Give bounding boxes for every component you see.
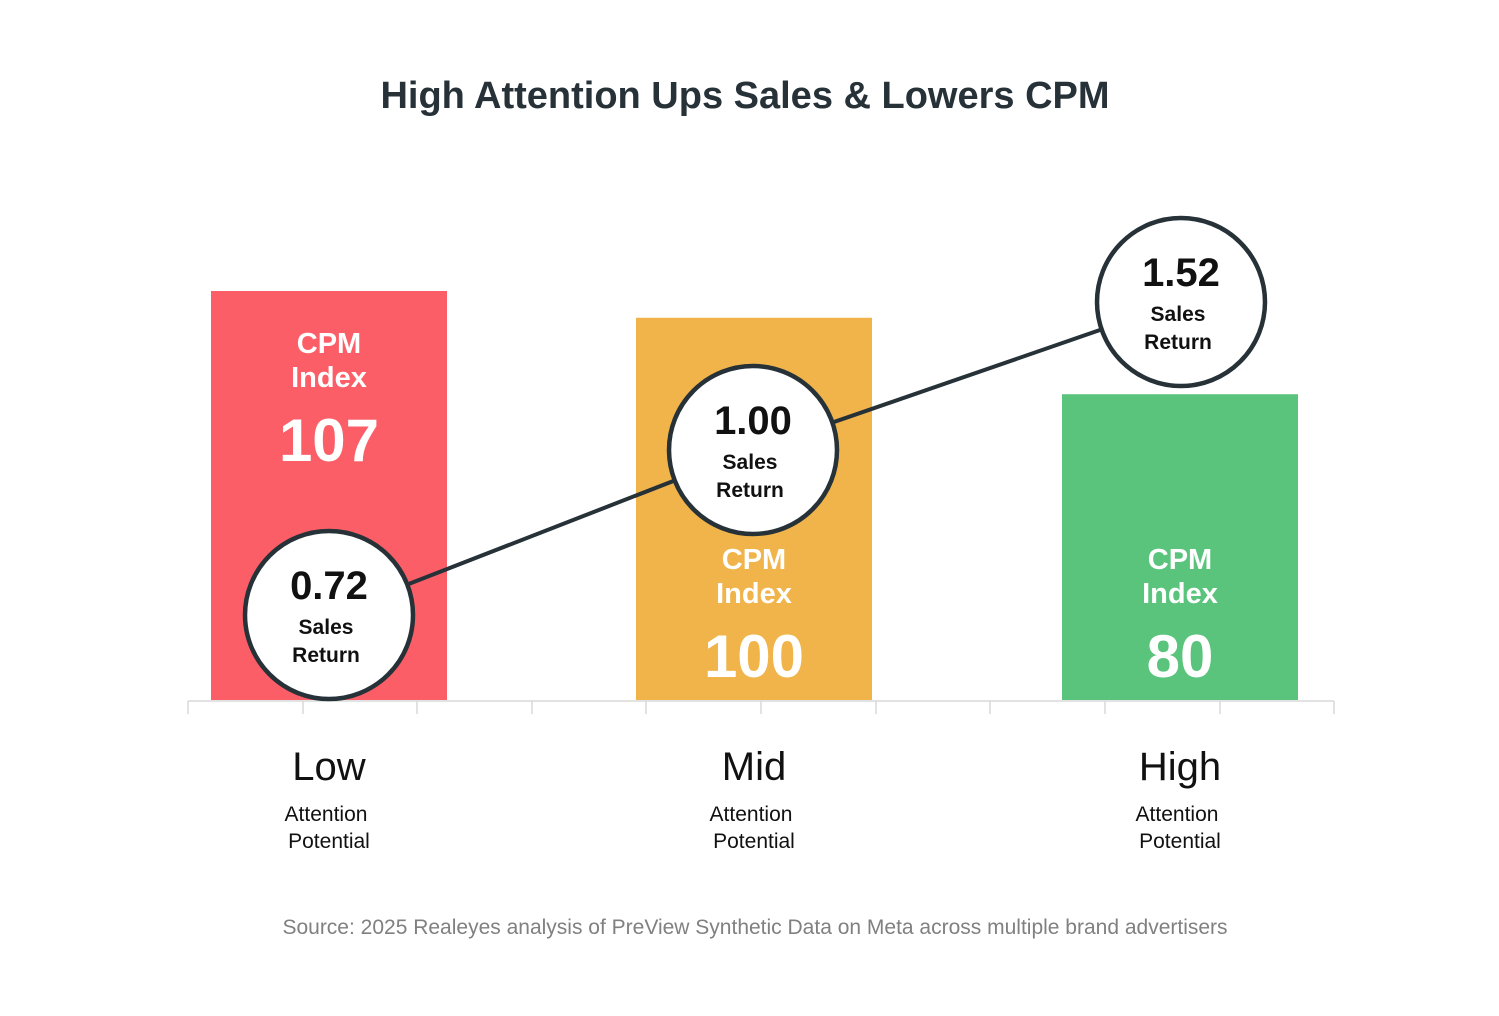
sales-return-value: 1.52	[1142, 251, 1220, 295]
sales-return-label-line1: Sales	[1151, 303, 1206, 326]
sales-return-label-line2: Return	[292, 644, 360, 667]
chart-source: Source: 2025 Realeyes analysis of PreVie…	[282, 916, 1227, 939]
cpm-value-label: 80	[1147, 623, 1214, 690]
category-label-high: High	[1139, 745, 1221, 789]
category-subtitle-line1: Attention	[285, 803, 368, 826]
chart-title: High Attention Ups Sales & Lowers CPM	[380, 75, 1109, 117]
cpm-label-line2: Index	[291, 362, 367, 394]
category-subtitle-line1: Attention	[1136, 803, 1219, 826]
cpm-bar-high	[1062, 394, 1298, 700]
sales-return-label-line1: Sales	[299, 616, 354, 639]
category-subtitle-line2: Potential	[288, 830, 370, 853]
category-subtitle-line2: Potential	[713, 830, 795, 853]
sales-return-value: 0.72	[290, 564, 368, 608]
sales-return-bubble-high	[1094, 215, 1268, 389]
cpm-label-line2: Index	[1142, 578, 1218, 610]
category-label-low: Low	[292, 745, 365, 789]
category-subtitle-line1: Attention	[710, 803, 793, 826]
cpm-value-label: 107	[279, 407, 379, 474]
category-subtitle-line2: Potential	[1139, 830, 1221, 853]
cpm-label-line2: Index	[716, 578, 792, 610]
sales-return-bubble-low	[242, 528, 416, 702]
cpm-label-line1: CPM	[297, 328, 361, 360]
cpm-value-label: 100	[704, 623, 804, 690]
sales-return-label-line2: Return	[716, 479, 784, 502]
sales-return-value: 1.00	[714, 399, 792, 443]
sales-return-label-line1: Sales	[723, 451, 778, 474]
category-label-mid: Mid	[722, 745, 786, 789]
sales-return-bubble-mid	[666, 363, 840, 537]
cpm-label-line1: CPM	[722, 544, 786, 576]
cpm-label-line1: CPM	[1148, 544, 1212, 576]
sales-return-label-line2: Return	[1144, 331, 1212, 354]
